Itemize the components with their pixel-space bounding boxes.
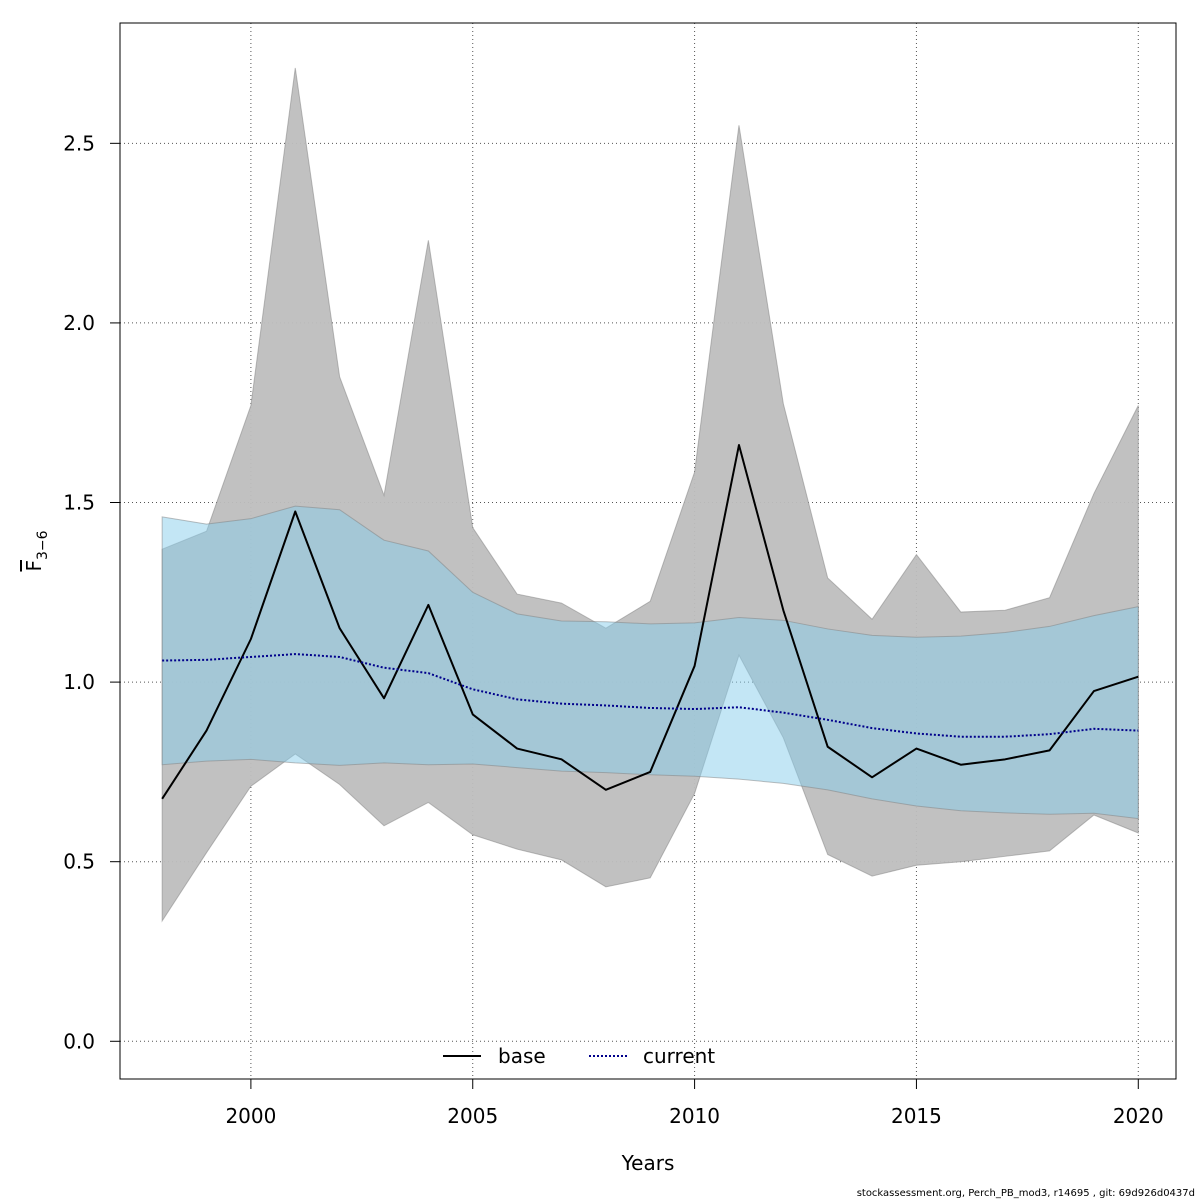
x-axis-title: Years (621, 1151, 675, 1175)
svg-text:F3−6: F3−6 (22, 530, 51, 571)
legend: base current (443, 1044, 715, 1068)
x-tick-label-2010: 2010 (669, 1104, 720, 1128)
y-tick-label-1.0: 1.0 (63, 670, 95, 694)
line-base (161, 444, 1139, 800)
band-current (161, 505, 1139, 820)
y-tick-label-2.5: 2.5 (63, 131, 95, 155)
legend-current-label: current (643, 1044, 715, 1068)
x-tick-label-2020: 2020 (1113, 1104, 1164, 1128)
x-tick-label-2005: 2005 (447, 1104, 498, 1128)
confidence-bands (161, 67, 1139, 923)
axes: 2000 2005 2010 2015 2020 0.0 0.5 1.0 1.5 2.0 2.5 (63, 131, 1164, 1128)
plot-frame (119, 22, 1177, 1080)
line-current (162, 653, 1139, 738)
y-axis-title-sub: 3−6 (35, 530, 51, 560)
y-tick-label-0.0: 0.0 (63, 1029, 95, 1053)
y-tick-label-0.5: 0.5 (63, 850, 95, 874)
x-tick-label-2015: 2015 (891, 1104, 942, 1128)
y-tick-label-1.5: 1.5 (63, 491, 95, 515)
series-lines (161, 444, 1139, 800)
y-axis-title-main: F (22, 560, 46, 572)
y-tick-label-2.0: 2.0 (63, 311, 95, 335)
y-axis-title: F3−6 (22, 530, 51, 571)
footer-note: stockassessment.org, Perch_PB_mod3, r146… (857, 1188, 1195, 1199)
x-tick-label-2000: 2000 (225, 1104, 276, 1128)
legend-base-label: base (498, 1044, 546, 1068)
